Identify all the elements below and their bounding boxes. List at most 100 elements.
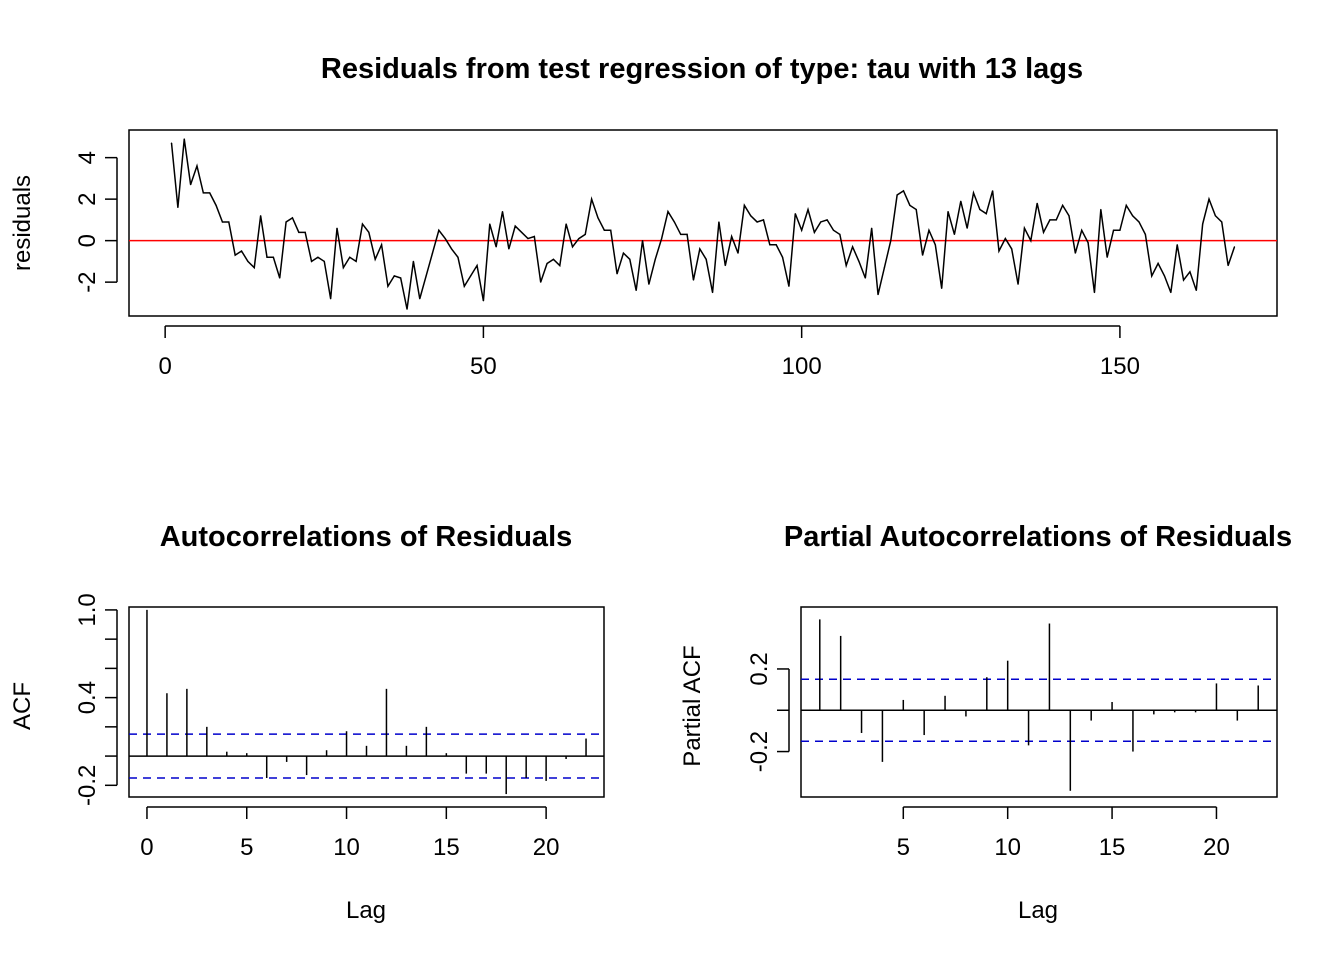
pacf-panel: Partial Autocorrelations of Residuals Pa… — [679, 521, 1292, 924]
residual-point — [813, 231, 815, 233]
y-tick-label: 1.0 — [74, 593, 101, 626]
residual-point — [851, 246, 854, 248]
residual-point — [1119, 229, 1121, 231]
residual-point — [724, 264, 726, 267]
acf-plot-box — [128, 606, 605, 798]
residual-point — [1189, 271, 1191, 273]
residual-point — [641, 240, 644, 242]
residual-point — [419, 298, 421, 300]
residual-point — [361, 223, 364, 225]
y-tick-label: -0.2 — [746, 731, 773, 772]
residual-point — [533, 235, 535, 238]
residual-point — [629, 258, 631, 260]
residual-point — [266, 256, 268, 258]
residual-point — [947, 210, 949, 213]
x-tick-label: 0 — [140, 834, 153, 861]
pacf-xlabel: Lag — [1018, 897, 1058, 924]
residual-point — [272, 256, 274, 258]
residual-point — [571, 246, 574, 248]
residual-point — [317, 256, 319, 258]
residual-point — [177, 206, 179, 209]
y-tick-label: 0 — [74, 234, 101, 247]
residual-point — [1170, 291, 1172, 294]
residual-point — [1195, 289, 1197, 292]
residual-point — [864, 277, 866, 279]
residual-point — [527, 237, 529, 240]
residual-point — [304, 231, 306, 233]
residual-point — [470, 275, 472, 277]
residual-point — [673, 221, 675, 223]
residual-point — [1081, 229, 1083, 231]
residual-point — [661, 237, 663, 240]
residual-point — [928, 229, 930, 231]
residual-point — [559, 264, 561, 267]
residuals-points — [170, 138, 1236, 310]
residual-point — [756, 221, 758, 223]
residuals-ylabel: residuals — [9, 175, 36, 271]
acf-panel: Autocorrelations of Residuals ACF Lag 0 5… — [9, 521, 605, 924]
residual-point — [342, 267, 344, 269]
x-tick-label: 5 — [897, 834, 910, 861]
residual-point — [635, 289, 637, 292]
pacf-bars — [801, 619, 1277, 791]
residual-point — [934, 244, 936, 246]
residual-point — [546, 262, 548, 265]
residual-point — [463, 285, 465, 287]
residuals-plot-box — [128, 129, 1278, 317]
residual-point — [1176, 244, 1178, 246]
residual-point — [711, 291, 714, 294]
residual-point — [648, 283, 650, 285]
residual-point — [578, 237, 580, 240]
residual-point — [457, 256, 459, 258]
y-tick-label: 4 — [74, 151, 101, 164]
residual-point — [1112, 229, 1115, 231]
residual-point — [234, 254, 236, 256]
x-tick-label: 20 — [1203, 834, 1230, 861]
residual-point — [654, 258, 656, 260]
residual-point — [1068, 215, 1070, 217]
residual-point — [1074, 252, 1076, 254]
residual-point — [941, 287, 943, 289]
residual-point — [349, 256, 351, 258]
residual-point — [240, 250, 243, 252]
residual-point — [501, 210, 504, 213]
residual-point — [400, 277, 402, 279]
residual-point — [603, 229, 605, 231]
residual-point — [686, 233, 688, 236]
residual-point — [979, 208, 981, 211]
x-tick-label: 20 — [533, 834, 560, 861]
residual-point — [902, 190, 905, 192]
residual-point — [514, 225, 516, 227]
residuals-title: Residuals from test regression of type: … — [321, 53, 1083, 85]
residual-point — [520, 231, 523, 233]
residual-point — [1227, 264, 1229, 267]
residual-point — [1017, 283, 1019, 285]
residual-point — [966, 227, 968, 229]
residual-point — [279, 277, 281, 279]
residual-point — [1023, 227, 1026, 229]
residual-point — [450, 248, 453, 250]
residual-point — [336, 227, 338, 229]
residual-point — [489, 223, 491, 225]
residual-point — [380, 244, 383, 246]
residual-point — [616, 273, 618, 275]
pacf-ylabel: Partial ACF — [679, 645, 706, 766]
residual-point — [355, 260, 357, 262]
residual-point — [393, 275, 395, 277]
x-tick-label: 10 — [994, 834, 1021, 861]
residual-point — [247, 260, 249, 262]
x-tick-label: 100 — [782, 353, 822, 380]
residual-point — [992, 190, 994, 192]
residual-point — [1163, 275, 1166, 277]
residual-point — [330, 298, 332, 300]
residual-point — [438, 229, 440, 231]
y-tick-label: -2 — [74, 271, 101, 292]
residual-point — [1151, 275, 1153, 277]
residual-point — [826, 219, 828, 221]
residual-point — [1011, 248, 1013, 250]
residual-point — [1233, 246, 1236, 248]
residual-point — [731, 235, 733, 238]
x-tick-label: 150 — [1100, 353, 1140, 380]
residual-point — [915, 208, 917, 211]
